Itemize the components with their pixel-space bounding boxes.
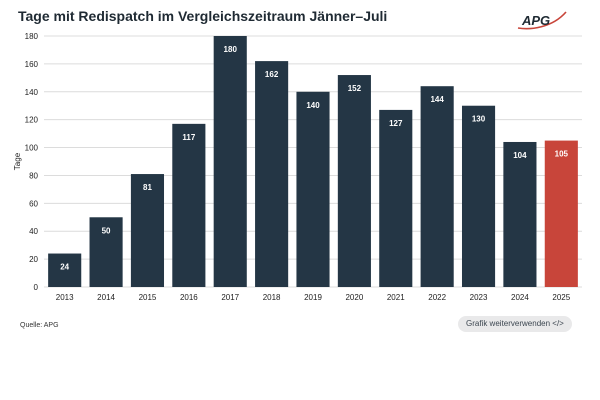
x-tick-label: 2025 [552, 293, 570, 302]
bar-2015 [130, 174, 165, 287]
data-label: 130 [472, 115, 486, 124]
y-tick-label: 0 [34, 283, 39, 292]
y-tick-label: 20 [29, 255, 38, 264]
x-tick-label: 2020 [345, 293, 363, 302]
y-axis: 0 20 40 60 80 100 120 140 160 180 [25, 32, 39, 292]
bar-2018 [255, 61, 289, 287]
y-tick-label: 120 [25, 116, 39, 125]
x-tick-label: 2024 [511, 293, 529, 302]
data-labels: 24 50 81 117 180 162 140 152 127 144 130 104 105 [60, 45, 568, 272]
data-label: 152 [348, 84, 362, 93]
y-tick-label: 60 [29, 199, 38, 208]
bar-2014 [89, 217, 123, 287]
bars [48, 36, 578, 288]
data-label: 127 [389, 119, 403, 128]
y-tick-label: 180 [25, 32, 39, 41]
y-tick-label: 100 [25, 144, 39, 153]
x-tick-label: 2022 [428, 293, 446, 302]
data-label: 140 [306, 101, 320, 110]
y-tick-label: 80 [29, 171, 38, 180]
bar-2016 [172, 123, 206, 287]
bar-2021 [379, 109, 413, 288]
y-tick-label: 160 [25, 60, 39, 69]
bar-2017 [213, 36, 247, 287]
reuse-graphic-button[interactable]: Grafik weiterverwenden </> [458, 316, 572, 332]
x-tick-label: 2021 [387, 293, 405, 302]
x-tick-label: 2013 [56, 293, 74, 302]
x-tick-label: 2018 [263, 293, 281, 302]
data-label: 50 [102, 226, 111, 235]
data-label: 162 [265, 70, 279, 79]
bar-2024 [503, 141, 537, 287]
logo-swoosh [517, 11, 567, 30]
x-tick-label: 2023 [470, 293, 488, 302]
x-tick-label: 2019 [304, 293, 322, 302]
data-label: 144 [430, 95, 444, 104]
data-label: 117 [182, 133, 195, 142]
code-icon: </> [552, 319, 564, 328]
data-label: 81 [143, 183, 152, 192]
data-label: 24 [60, 263, 69, 272]
bar-2013 [48, 253, 82, 287]
apg-logo: APG [517, 11, 567, 30]
bar-2022 [420, 86, 454, 287]
y-tick-label: 140 [25, 88, 39, 97]
data-label: 104 [513, 151, 527, 160]
x-tick-label: 2016 [180, 293, 198, 302]
x-tick-label: 2014 [97, 293, 115, 302]
bar-chart: 0 20 40 60 80 100 120 140 160 180 Tage 24 50 81 117 1… [13, 32, 582, 302]
reuse-graphic-label: Grafik weiterverwenden [466, 319, 551, 328]
x-tick-label: 2015 [139, 293, 157, 302]
bar-2025 [544, 140, 578, 287]
chart-title: Tage mit Redispatch im Vergleichszeitrau… [18, 8, 388, 24]
x-tick-label: 2017 [221, 293, 239, 302]
data-label: 180 [224, 45, 238, 54]
y-tick-label: 40 [29, 227, 38, 236]
x-axis: 2013 2014 2015 2016 2017 2018 2019 2020 2021 2022… [56, 293, 571, 302]
bar-2023 [461, 105, 496, 287]
bar-2019 [296, 91, 330, 288]
data-label: 105 [555, 150, 569, 159]
y-axis-label: Tage [13, 152, 22, 170]
logo-text: APG [521, 13, 550, 28]
source-note: Quelle: APG [20, 322, 59, 329]
bar-2020 [337, 75, 371, 288]
